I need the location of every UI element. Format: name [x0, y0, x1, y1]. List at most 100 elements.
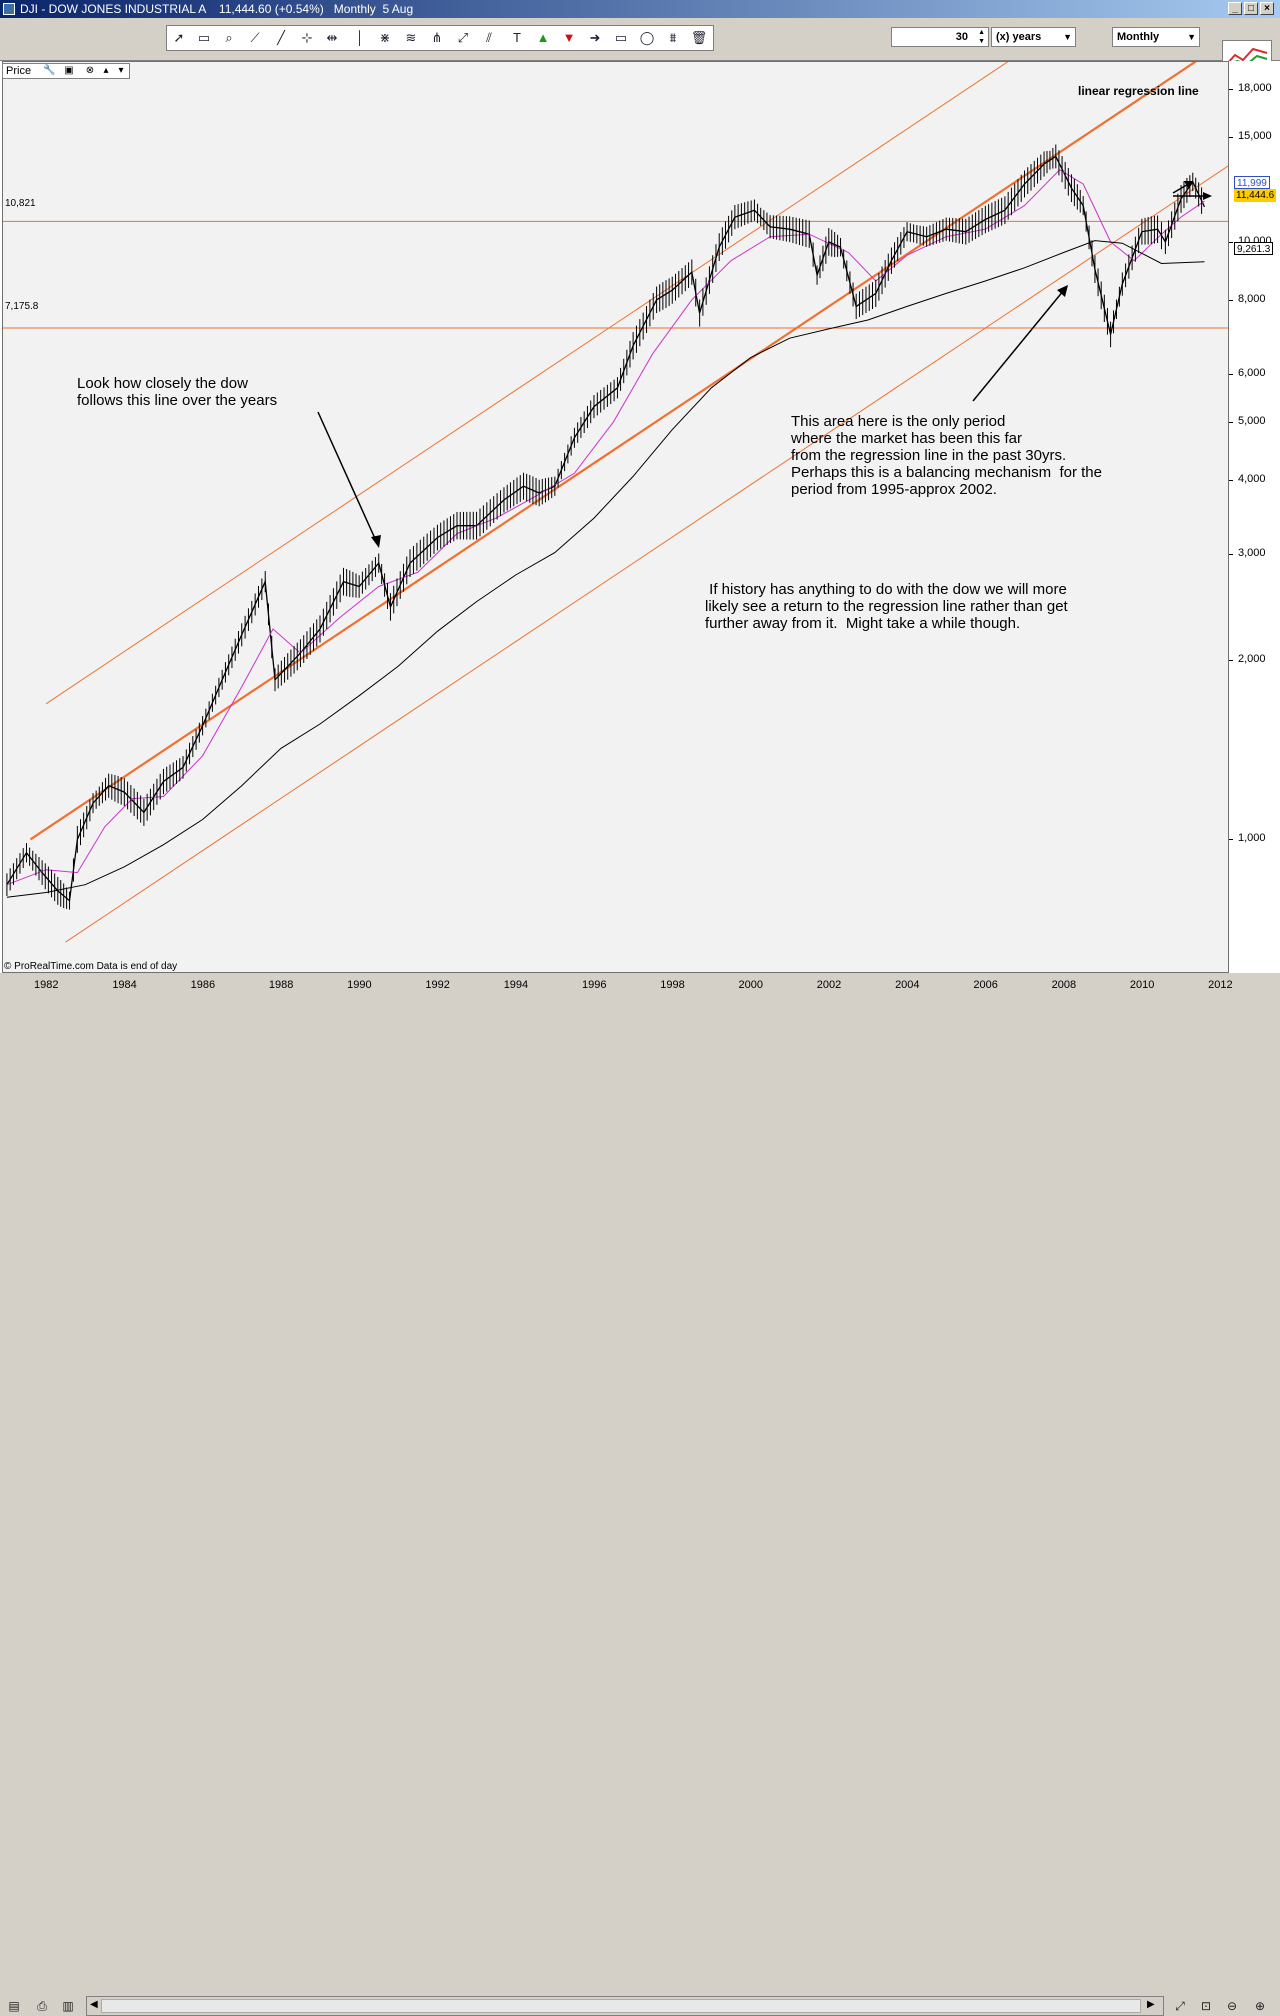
x-tick-label: 2006: [973, 979, 998, 991]
price-panel-header: Price 🔧 ▣ ⊗ ▴ ▾: [2, 63, 130, 79]
timeframe-select[interactable]: Monthly ▼: [1112, 27, 1200, 47]
print-preview-icon[interactable]: ▤: [8, 1999, 20, 2013]
y-tick-mark: [1229, 89, 1233, 91]
regression-annotation: linear regression line: [1078, 84, 1199, 98]
y-tick-mark: [1229, 659, 1233, 661]
scroll-thumb[interactable]: [101, 1999, 1141, 2013]
pitchfork-icon[interactable]: ⋔: [431, 30, 443, 45]
zoom-icon[interactable]: ⌕: [225, 30, 233, 45]
chevron-down-icon: ▼: [1063, 32, 1072, 42]
move-down-icon[interactable]: ▾: [118, 65, 124, 76]
x-tick-label: 1982: [34, 979, 59, 991]
zoom-out-icon[interactable]: ⊖: [1226, 1999, 1238, 2013]
move-up-icon[interactable]: ▴: [103, 65, 109, 76]
trash-icon[interactable]: 🗑: [690, 30, 708, 45]
fibonacci-icon[interactable]: ⋇: [379, 30, 391, 45]
y-tick-mark: [1229, 241, 1233, 243]
panel-label: Price: [6, 65, 32, 77]
period-unit-value: (x) years: [996, 31, 1042, 43]
follow-arrow: [317, 411, 378, 544]
scroll-right-icon[interactable]: ▶: [1147, 1999, 1155, 2010]
vertical-line-icon[interactable]: │: [355, 30, 365, 45]
y-tick-label: 3,000: [1238, 547, 1266, 560]
y-tick-mark: [1229, 554, 1233, 556]
y-tick-mark: [1229, 421, 1233, 423]
horizontal-scrollbar[interactable]: ◀ ▶: [86, 1996, 1164, 2016]
period-annotation: This area here is the only period where …: [791, 413, 1102, 498]
x-tick-label: 2010: [1129, 979, 1155, 991]
trendline-icon[interactable]: ⟋: [250, 30, 260, 45]
x-tick-label: 1996: [581, 979, 607, 991]
minimize-button[interactable]: _: [1228, 2, 1242, 15]
x-tick-label: 2002: [816, 979, 842, 991]
y-tick-label: 2,000: [1238, 652, 1266, 665]
horizontal-segment-icon[interactable]: ⇹: [326, 30, 338, 45]
period-spinner[interactable]: 30 ▲ ▼: [891, 27, 989, 47]
zoom-fit-icon[interactable]: ⤢: [1175, 1999, 1185, 2013]
zoom-area-icon[interactable]: ⊡: [1200, 1999, 1212, 2013]
long-ma-line: [6, 240, 1205, 898]
x-tick-label: 2000: [738, 979, 763, 991]
pointer-icon[interactable]: ➚: [173, 30, 185, 45]
forecast-arrowhead-up: [1184, 181, 1193, 188]
wrench-icon[interactable]: 🔧: [43, 65, 56, 76]
maximize-button[interactable]: □: [1244, 2, 1258, 15]
y-tick-mark: [1229, 299, 1233, 301]
y-tick-label: 15,000: [1238, 129, 1272, 142]
x-tick-label: 1984: [112, 979, 137, 991]
toolbar: ➚ ▭ ⌕ ⟋ ╱ ⊹ ⇹ │ ⋇ ≋ ⋔ ⤢ ⫽ T ▲ ▼ ➜ ▭ ◯ ⩩ …: [0, 18, 1280, 72]
ellipse-icon[interactable]: ◯: [639, 30, 655, 45]
x-tick-label: 2008: [1051, 979, 1077, 991]
x-tick-label: 1988: [268, 979, 294, 991]
upper-channel-line: [45, 62, 1009, 705]
chevron-down-icon: ▼: [1187, 32, 1196, 42]
horizontal-line-icon[interactable]: ⊹: [301, 30, 313, 45]
sheet-icon[interactable]: ▥: [62, 1999, 74, 2013]
period-value: 30: [955, 31, 968, 43]
parallel-icon[interactable]: ⫽: [486, 30, 492, 45]
lower-channel-line: [65, 165, 1228, 943]
history-annotation: If history has anything to do with the d…: [705, 581, 1068, 632]
regression-line: [29, 62, 1197, 841]
y-tick-mark: [1229, 839, 1233, 841]
period-unit-select[interactable]: (x) years ▼: [991, 27, 1076, 47]
line-icon[interactable]: ╱: [277, 30, 285, 45]
follow-arrowhead: [371, 535, 381, 548]
last-price-tag: 11,444.6: [1234, 189, 1277, 202]
window-icon[interactable]: ▣: [64, 65, 74, 76]
scroll-left-icon[interactable]: ◀: [90, 1999, 98, 2010]
x-tick-label: 1992: [425, 979, 450, 991]
channel-icon[interactable]: ≋: [405, 30, 417, 45]
ruler-icon[interactable]: ▭: [197, 30, 211, 45]
printer-icon[interactable]: ⎙: [37, 1999, 47, 2013]
x-tick-label: 1998: [660, 979, 685, 991]
down-arrow-icon[interactable]: ▼: [562, 30, 576, 45]
period-arrow: [972, 289, 1065, 402]
plot-area[interactable]: [2, 61, 1229, 973]
gann-icon[interactable]: ⩩: [669, 30, 677, 45]
close-panel-icon[interactable]: ⊗: [85, 65, 95, 76]
drawing-tools: ➚ ▭ ⌕ ⟋ ╱ ⊹ ⇹ │ ⋇ ≋ ⋔ ⤢ ⫽ T ▲ ▼ ➜ ▭ ◯ ⩩ …: [166, 25, 714, 51]
y-tick-mark: [1229, 374, 1233, 376]
y-tick-label: 4,000: [1238, 472, 1266, 485]
period-arrowhead: [1057, 285, 1068, 297]
y-tick-mark: [1229, 479, 1233, 481]
upper-level-label: 10,821: [5, 198, 36, 209]
app-icon: [3, 3, 15, 15]
rectangle-icon[interactable]: ▭: [614, 30, 628, 45]
zoom-in-icon[interactable]: ⊕: [1254, 1999, 1266, 2013]
text-icon[interactable]: T: [513, 30, 521, 45]
x-tick-label: 1986: [190, 979, 216, 991]
ma-price-tag: 9,261.3: [1234, 242, 1274, 255]
forecast-arrowhead-right: [1203, 192, 1212, 200]
close-button[interactable]: ×: [1260, 2, 1274, 15]
chart-window: Price 🔧 ▣ ⊗ ▴ ▾ 18,000 15,000 10,000 8,000 6…: [0, 61, 1280, 998]
up-arrow-icon[interactable]: ▲: [536, 30, 550, 45]
x-tick-label: 1994: [503, 979, 529, 991]
right-arrow-icon[interactable]: ➜: [589, 30, 601, 45]
spinner-arrows-icon[interactable]: ▲ ▼: [978, 29, 985, 45]
regression-icon[interactable]: ⤢: [457, 30, 469, 45]
window-title: DJI - DOW JONES INDUSTRIAL A 11,444.60 (…: [20, 2, 414, 16]
y-tick-label: 5,000: [1238, 414, 1266, 427]
y-tick-mark: [1229, 136, 1233, 138]
